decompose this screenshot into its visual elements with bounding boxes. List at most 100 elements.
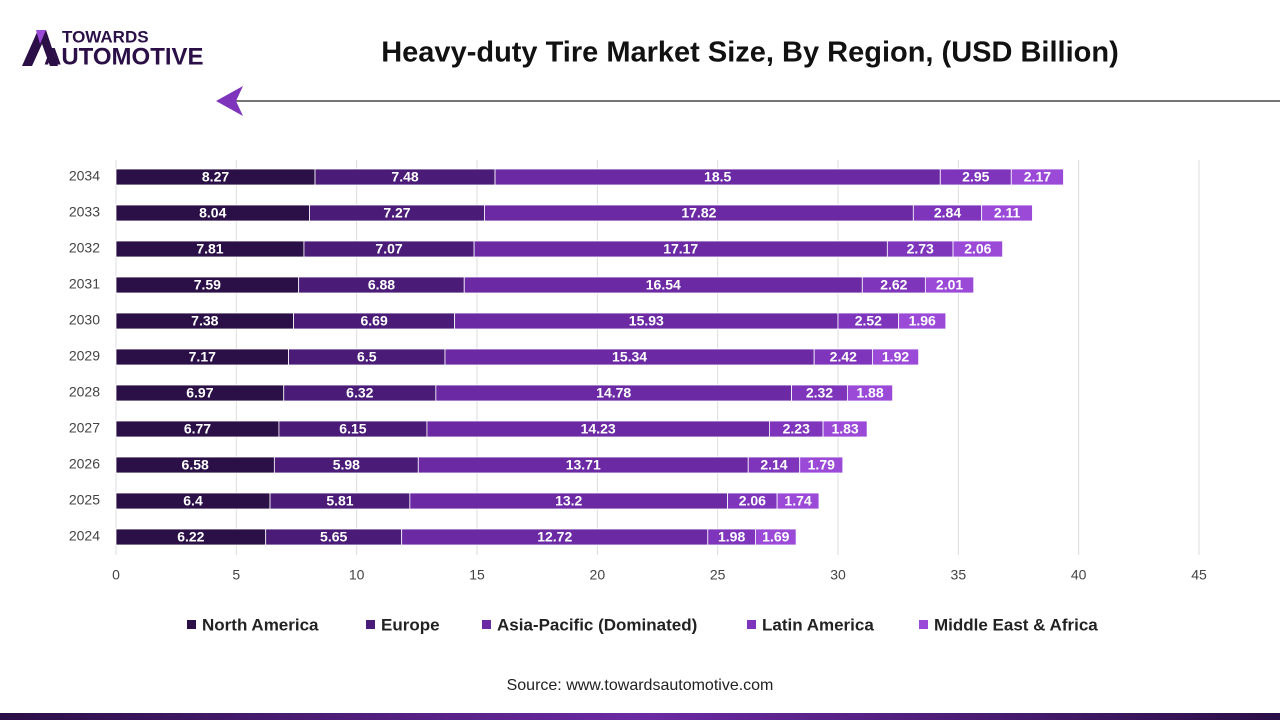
data-label: 1.96 [909, 313, 936, 329]
data-label: 2.14 [760, 457, 787, 473]
legend-swatch [747, 620, 756, 629]
bar-segment [952, 240, 1004, 258]
legend-swatch [187, 620, 196, 629]
x-tick-label: 25 [710, 567, 726, 583]
source: Source: www.towardsautomotive.com [507, 677, 774, 694]
y-tick-label: 2024 [69, 528, 100, 544]
data-label: 6.77 [184, 421, 211, 437]
data-label: 15.34 [612, 349, 647, 365]
logo-text: TOWARDS [62, 27, 149, 46]
data-label: 6.32 [346, 385, 373, 401]
data-label: 17.82 [681, 205, 716, 221]
data-label: 14.23 [581, 421, 616, 437]
footer-band [0, 713, 1280, 720]
data-label: 6.88 [368, 277, 395, 293]
y-tick-label: 2028 [69, 384, 100, 400]
data-label: 1.83 [831, 421, 858, 437]
y-tick-label: 2033 [69, 204, 100, 220]
data-label: 6.69 [360, 313, 387, 329]
data-label: 13.2 [555, 493, 582, 509]
data-label: 13.71 [566, 457, 601, 473]
bar-segment [846, 384, 894, 402]
chart-title: Heavy-duty Tire Market Size, By Region, … [381, 37, 1119, 69]
data-label: 1.98 [718, 529, 745, 545]
legend-label: Latin America [762, 615, 874, 634]
data-label: 2.17 [1024, 169, 1051, 185]
data-label: 7.27 [383, 205, 410, 221]
arrow-head [216, 86, 243, 116]
legend-label: North America [202, 615, 319, 634]
data-label: 2.11 [994, 205, 1021, 221]
data-label: 16.54 [646, 277, 681, 293]
data-label: 8.27 [202, 169, 229, 185]
x-tick-label: 40 [1071, 567, 1087, 583]
y-tick-label: 2029 [69, 348, 100, 364]
data-label: 1.69 [762, 529, 789, 545]
data-label: 17.17 [663, 241, 698, 257]
x-tick-label: 30 [830, 567, 846, 583]
data-label: 7.59 [194, 277, 221, 293]
data-label: 8.04 [199, 205, 226, 221]
data-label: 7.07 [375, 241, 402, 257]
data-label: 5.65 [320, 529, 347, 545]
data-label: 6.22 [177, 529, 204, 545]
x-tick-label: 45 [1191, 567, 1207, 583]
data-label: 2.23 [783, 421, 810, 437]
bar-segment [1010, 168, 1064, 186]
data-label: 2.42 [830, 349, 857, 365]
bar-segment [776, 492, 820, 510]
data-label: 6.4 [183, 493, 203, 509]
logo-icon-accent [36, 30, 46, 44]
data-label: 2.01 [936, 277, 963, 293]
data-label: 2.73 [907, 241, 934, 257]
y-tick-label: 2031 [69, 276, 100, 292]
data-label: 2.06 [739, 493, 766, 509]
logo-icon [22, 30, 58, 66]
legend-label: Asia-Pacific (Dominated) [497, 615, 697, 634]
data-label: 2.32 [806, 385, 833, 401]
data-label: 2.84 [934, 205, 961, 221]
y-tick-label: 2032 [69, 240, 100, 256]
data-label: 2.52 [855, 313, 882, 329]
data-label: 1.79 [808, 457, 835, 473]
bar-segment [924, 276, 975, 294]
x-tick-label: 5 [232, 567, 240, 583]
data-label: 6.58 [182, 457, 209, 473]
data-label: 7.48 [391, 169, 418, 185]
data-label: 14.78 [596, 385, 631, 401]
data-label: 7.17 [189, 349, 216, 365]
y-tick-label: 2030 [69, 312, 100, 328]
data-label: 18.5 [704, 169, 731, 185]
x-tick-label: 10 [349, 567, 365, 583]
data-label: 6.15 [339, 421, 366, 437]
data-label: 7.81 [196, 241, 223, 257]
bar-segment [981, 204, 1033, 222]
data-label: 12.72 [537, 529, 572, 545]
data-label: 2.62 [880, 277, 907, 293]
logo-text: AUTOMOTIVE [44, 43, 204, 70]
data-label: 6.97 [186, 385, 213, 401]
bar-segment [898, 312, 947, 330]
y-tick-label: 2026 [69, 456, 100, 472]
y-tick-label: 2034 [69, 168, 100, 184]
data-label: 2.06 [964, 241, 991, 257]
legend-swatch [366, 620, 375, 629]
bar-segment [755, 528, 797, 546]
legend-swatch [919, 620, 928, 629]
bar-segment [822, 420, 868, 438]
data-label: 1.74 [784, 493, 811, 509]
data-label: 5.81 [326, 493, 353, 509]
legend-swatch [482, 620, 491, 629]
data-label: 15.93 [629, 313, 664, 329]
data-label: 6.5 [357, 349, 377, 365]
y-tick-label: 2025 [69, 492, 100, 508]
data-label: 1.92 [882, 349, 909, 365]
data-label: 2.95 [962, 169, 989, 185]
legend-label: Europe [381, 615, 440, 634]
y-tick-label: 2027 [69, 420, 100, 436]
x-tick-label: 20 [590, 567, 606, 583]
x-tick-label: 15 [469, 567, 485, 583]
x-tick-label: 0 [112, 567, 120, 583]
